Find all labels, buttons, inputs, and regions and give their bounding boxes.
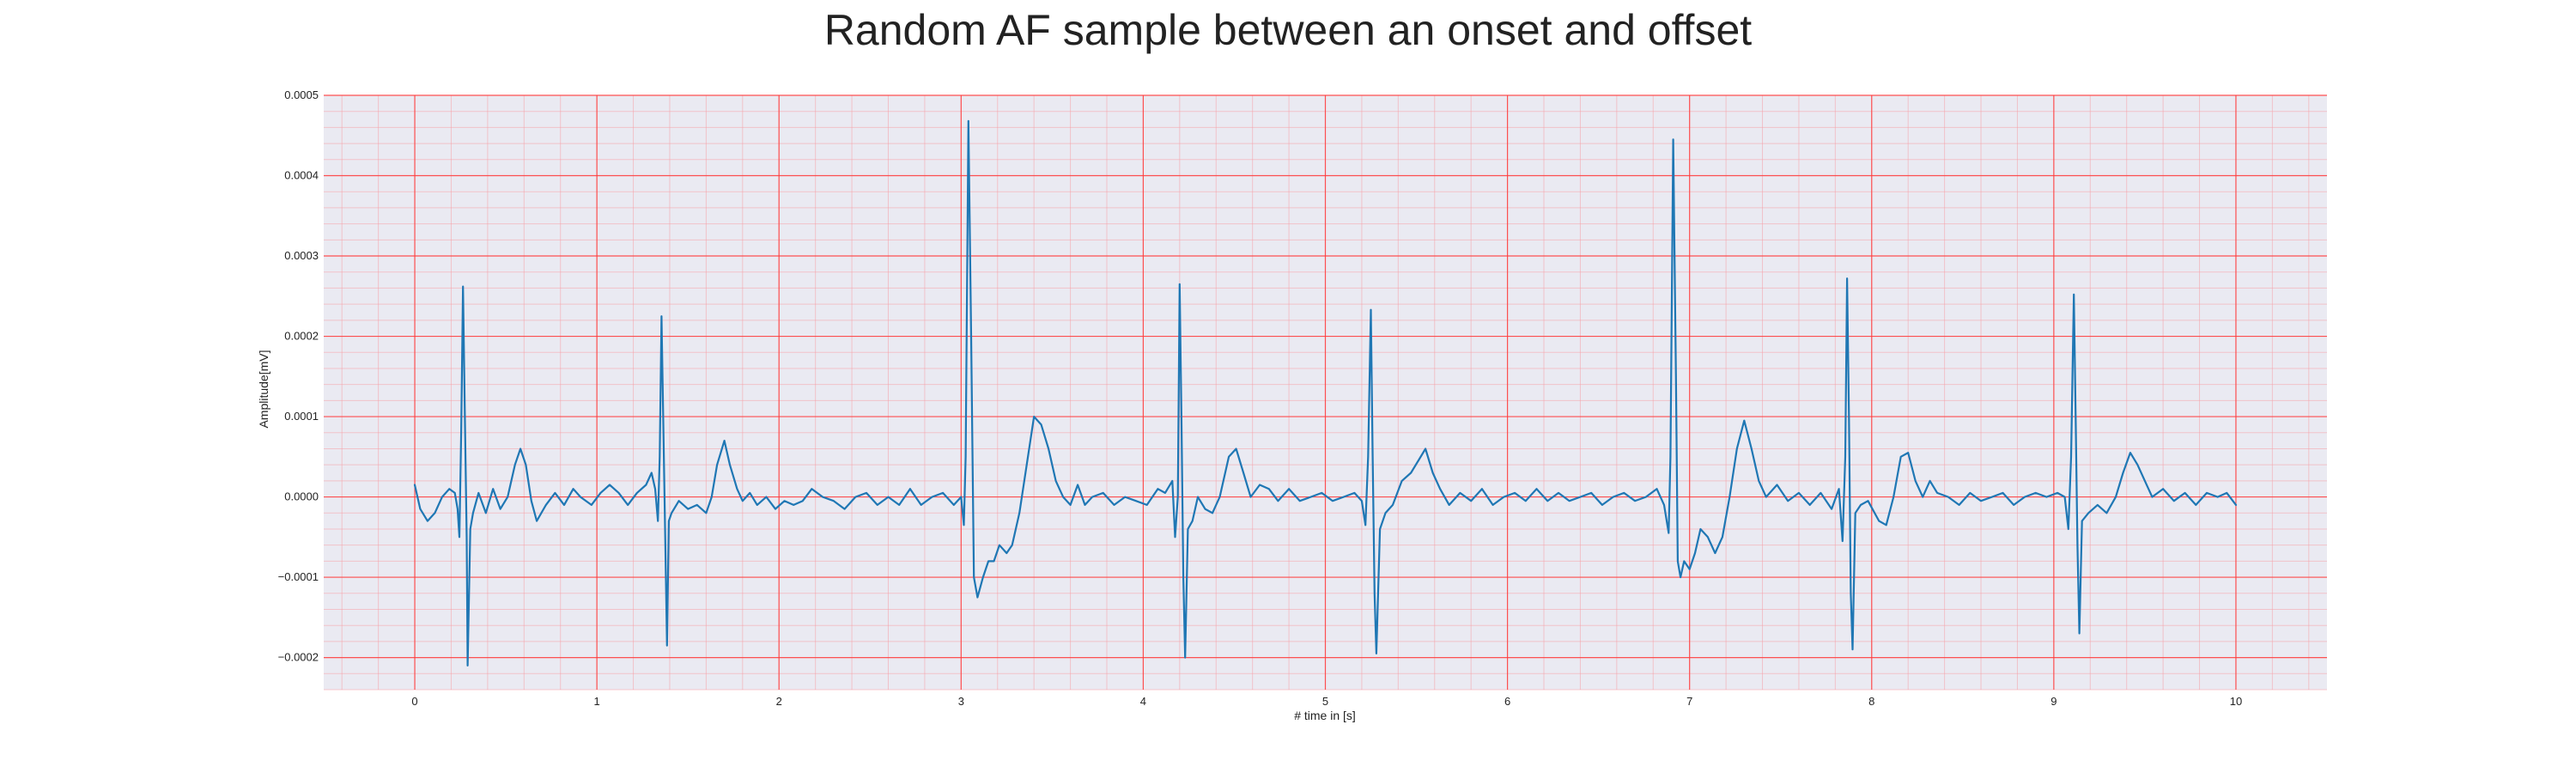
chart-title: Random AF sample between an onset and of… xyxy=(823,6,1753,54)
x-tick-label: 0 xyxy=(411,695,417,708)
y-tick-label: 0.0000 xyxy=(284,490,319,503)
x-axis-label: # time in [s] xyxy=(1294,709,1356,722)
y-axis-ticks: −0.0002 −0.0001 0.0000 0.0001 0.0002 0.0003 0.… xyxy=(278,88,319,664)
y-tick-label: 0.0003 xyxy=(284,249,319,262)
x-tick-label: 8 xyxy=(1868,695,1874,708)
x-tick-label: 6 xyxy=(1504,695,1510,708)
y-tick-label: −0.0001 xyxy=(278,570,319,583)
y-tick-label: 0.0002 xyxy=(284,330,319,343)
y-tick-label: 0.0001 xyxy=(284,410,319,423)
y-tick-label: −0.0002 xyxy=(278,651,319,664)
x-tick-label: 7 xyxy=(1686,695,1692,708)
major-grid xyxy=(324,94,2327,690)
x-tick-label: 1 xyxy=(594,695,600,708)
x-tick-label: 4 xyxy=(1140,695,1146,708)
series-layer xyxy=(413,119,2238,666)
x-axis-ticks: 0 1 2 3 4 5 6 7 8 9 10 xyxy=(411,695,2242,708)
x-tick-label: 2 xyxy=(776,695,782,708)
x-tick-label: 9 xyxy=(2050,695,2057,708)
x-tick-label: 5 xyxy=(1322,695,1328,708)
y-axis-label: Amplitude[mV] xyxy=(257,350,270,428)
ecg-series-line xyxy=(413,119,2238,666)
y-tick-label: 0.0005 xyxy=(284,88,319,101)
x-tick-label: 10 xyxy=(2230,695,2242,708)
y-tick-label: 0.0004 xyxy=(284,169,319,182)
x-tick-label: 3 xyxy=(958,695,964,708)
